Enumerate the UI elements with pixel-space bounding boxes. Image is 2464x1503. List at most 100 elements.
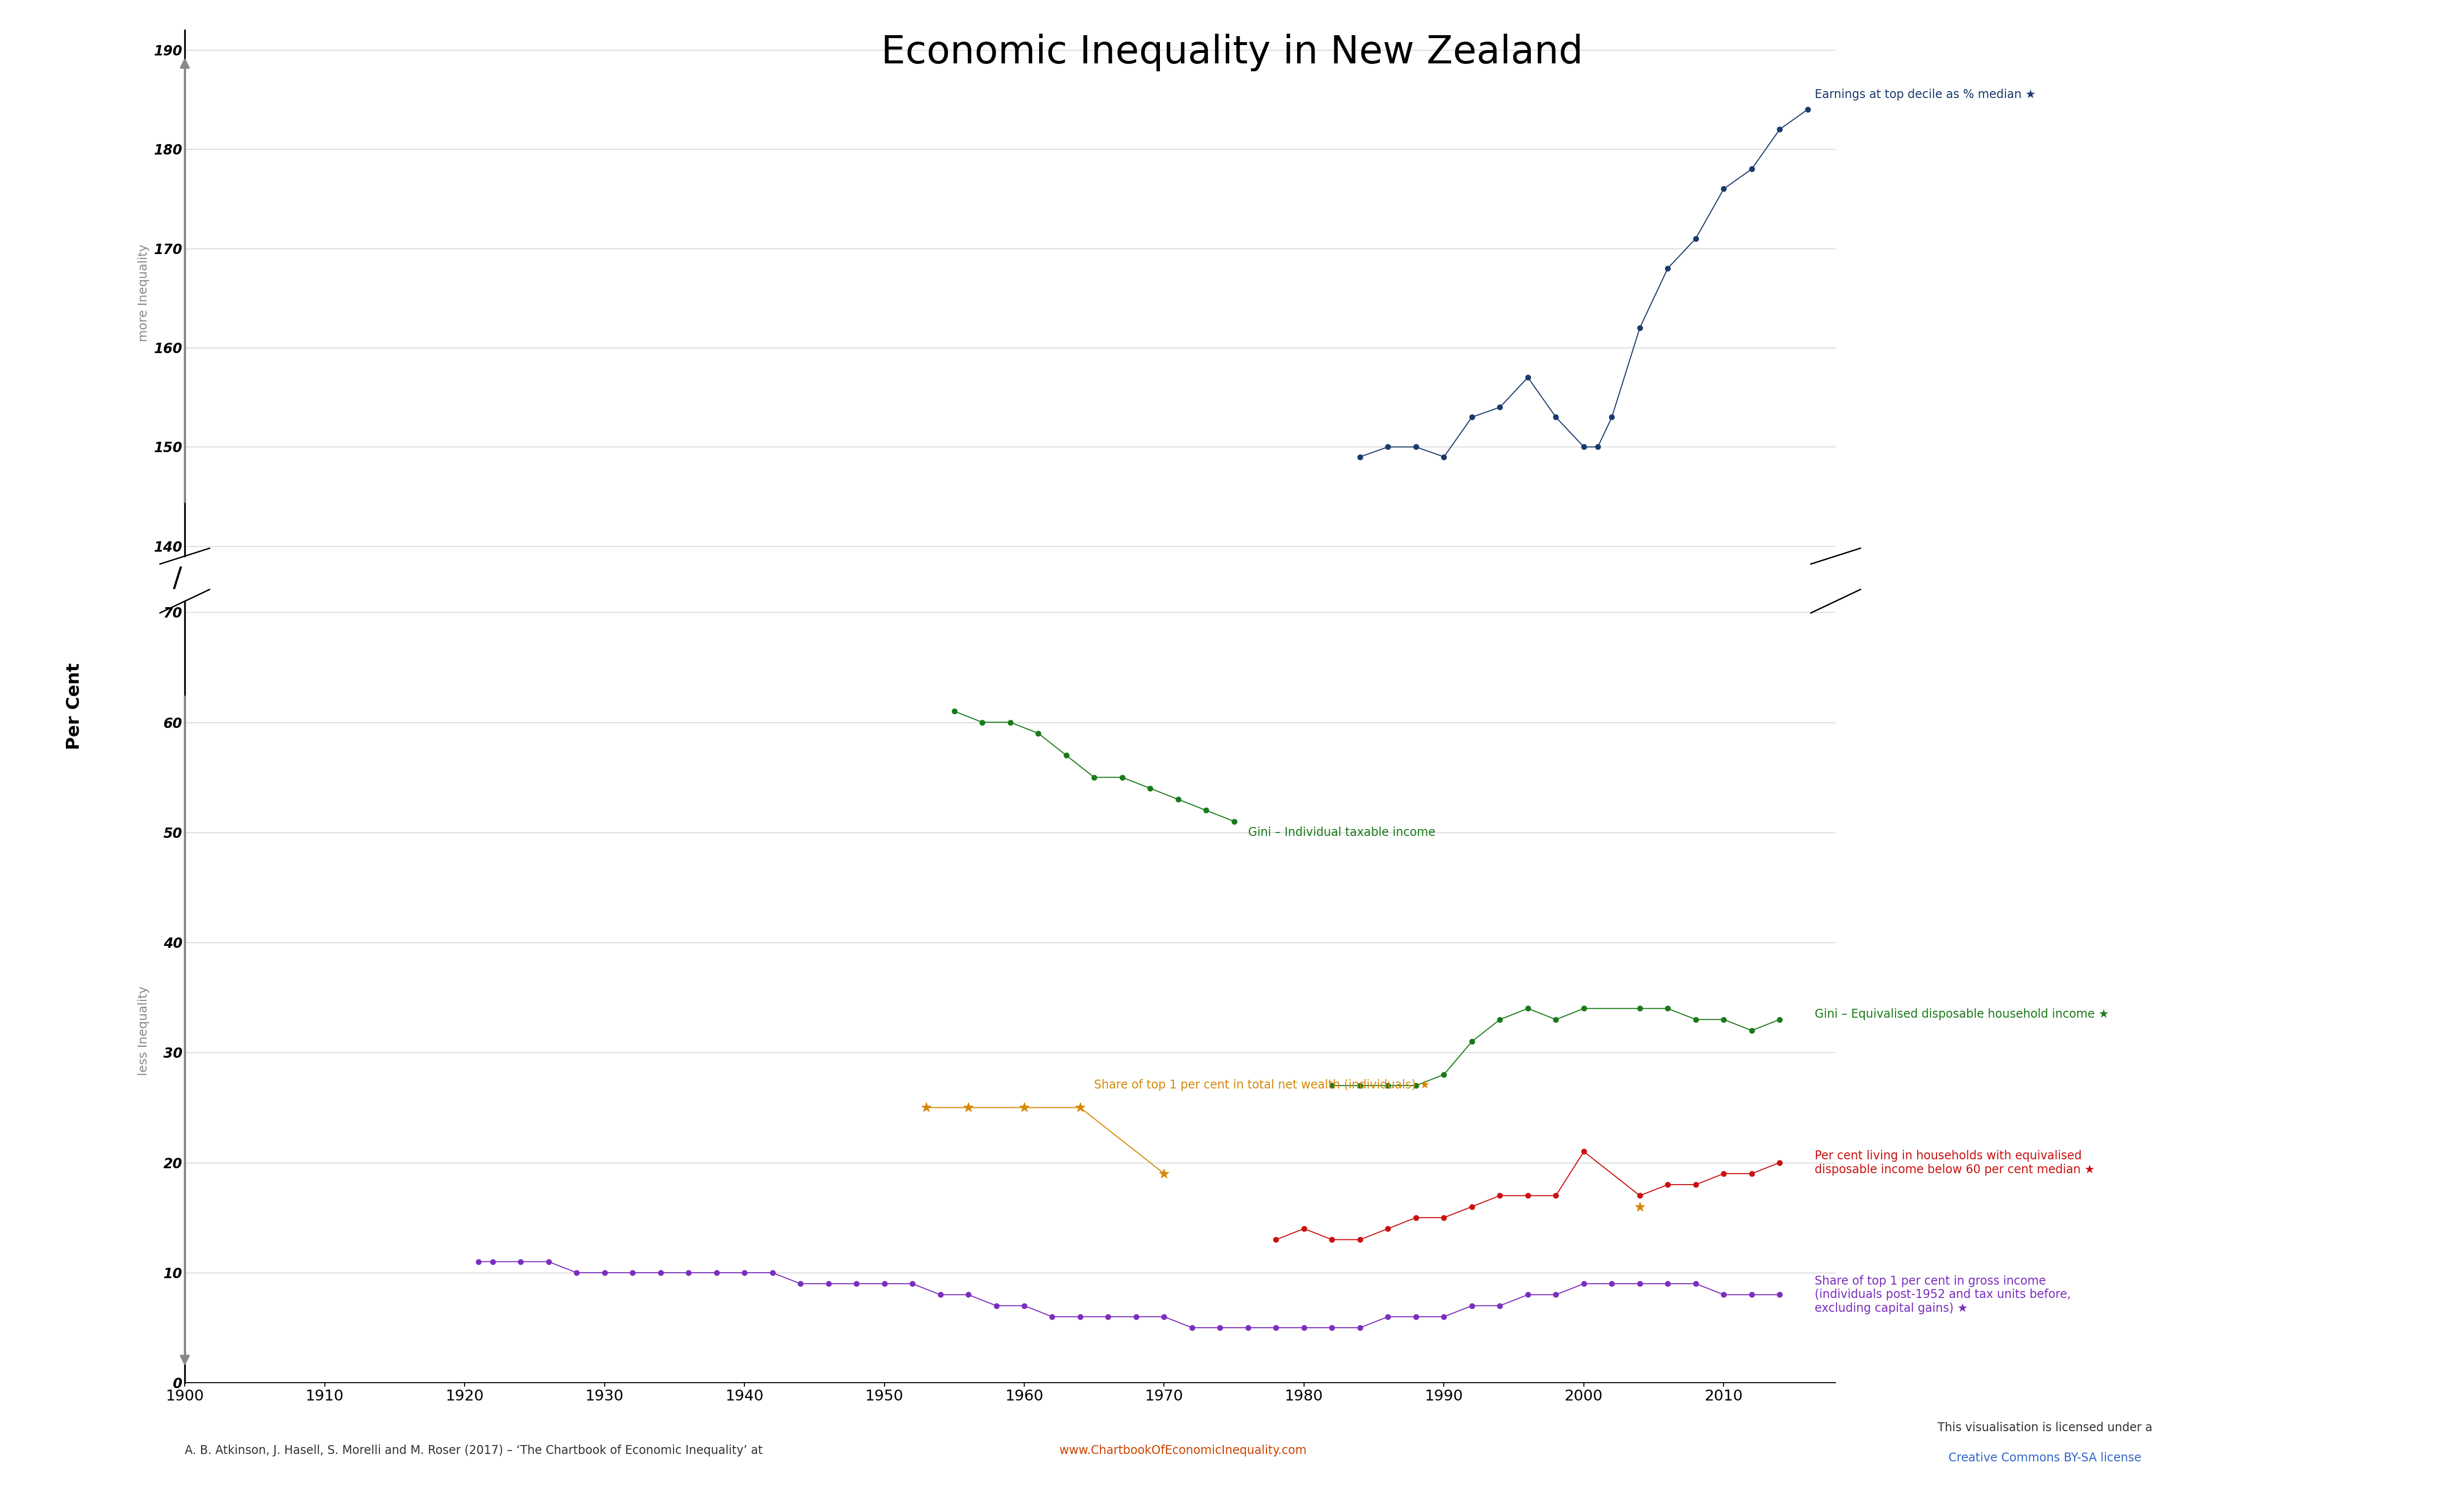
Point [1705,1282,1745,1306]
Point [641,1261,680,1285]
Point [963,711,1003,735]
Point [557,1261,596,1285]
Point [1732,1162,1772,1186]
Point [1481,1183,1520,1207]
Point [1451,1294,1491,1318]
Point [1313,1228,1353,1252]
Point [1759,117,1799,141]
Point [1621,996,1661,1021]
Point [1535,1282,1574,1306]
Point [1060,1096,1099,1120]
Text: Share of top 1 per cent in gross income
(individuals post-1952 and tax units bef: Share of top 1 per cent in gross income … [1814,1275,2070,1315]
Text: Per cent living in households with equivalised
disposable income below 60 per ce: Per cent living in households with equiv… [1814,1150,2094,1175]
Point [1313,1073,1353,1097]
Point [1089,1305,1129,1329]
Point [584,1261,623,1285]
Point [1592,406,1631,430]
Point [668,1261,707,1285]
Point [1397,1305,1437,1329]
Point [1759,1282,1799,1306]
Point [473,1249,513,1273]
Point [614,1261,653,1285]
Point [1648,996,1688,1021]
Point [458,1249,498,1273]
Text: Creative Commons BY-SA license: Creative Commons BY-SA license [1949,1452,2141,1464]
Point [1158,788,1198,812]
Point [949,1282,988,1306]
Point [1759,1151,1799,1175]
Point [949,1096,988,1120]
Text: Earnings at top decile as % median ★: Earnings at top decile as % median ★ [1814,89,2035,101]
Text: www.ChartbookOfEconomicInequality.com: www.ChartbookOfEconomicInequality.com [1060,1444,1306,1456]
Point [1565,1139,1604,1163]
Text: This visualisation is licensed under a: This visualisation is licensed under a [1937,1422,2154,1434]
Point [892,1272,931,1296]
Point [1116,1305,1156,1329]
Text: Gini – Equivalised disposable household income ★: Gini – Equivalised disposable household … [1814,1009,2109,1021]
Point [1368,434,1407,458]
Point [1131,777,1170,801]
Point [1368,1216,1407,1240]
Point [1648,256,1688,280]
Point [1535,1007,1574,1031]
Point [1621,316,1661,340]
Point [1648,1172,1688,1196]
Point [1284,1315,1323,1339]
Point [1577,434,1616,458]
Point [1397,1073,1437,1097]
Point [1397,1205,1437,1229]
Point [1508,996,1547,1021]
Point [1705,177,1745,201]
Point [1705,1007,1745,1031]
Point [1732,156,1772,180]
Text: Per Cent: Per Cent [67,663,81,750]
Point [1451,1195,1491,1219]
Point [1451,1030,1491,1054]
Point [1535,1183,1574,1207]
Point [500,1249,540,1273]
Point [1565,996,1604,1021]
Point [1621,1183,1661,1207]
Point [1397,434,1437,458]
Point [752,1261,791,1285]
Point [1676,1007,1715,1031]
Point [1592,1272,1631,1296]
Point [1676,1272,1715,1296]
Point [1005,1096,1045,1120]
Point [1018,721,1057,745]
Text: /: / [172,565,182,592]
Point [1257,1228,1296,1252]
Point [781,1272,821,1296]
Point [922,1282,961,1306]
Point [1047,744,1087,768]
Point [1368,1073,1407,1097]
Point [1424,445,1464,469]
Text: Gini – Individual taxable income: Gini – Individual taxable income [1249,827,1437,839]
Point [1368,1305,1407,1329]
Point [838,1272,877,1296]
Point [1732,1282,1772,1306]
Point [1508,365,1547,389]
Point [1313,1315,1353,1339]
Text: A. B. Atkinson, J. Hasell, S. Morelli and M. Roser (2017) – ‘The Chartbook of Ec: A. B. Atkinson, J. Hasell, S. Morelli an… [185,1444,766,1456]
Point [1060,1305,1099,1329]
Point [1230,1315,1269,1339]
Text: more Inequality: more Inequality [138,245,150,341]
Point [1789,98,1828,122]
Text: less Inequality: less Inequality [138,986,150,1076]
Point [1424,1305,1464,1329]
Point [1032,1305,1072,1329]
Point [808,1272,848,1296]
Point [1173,1315,1212,1339]
Point [1648,1272,1688,1296]
Point [1340,1073,1380,1097]
Point [976,1294,1015,1318]
Point [1676,1172,1715,1196]
Point [1676,227,1715,251]
Text: Share of top 1 per cent in total net wealth (individuals) ★: Share of top 1 per cent in total net wea… [1094,1079,1429,1091]
Point [1759,1007,1799,1031]
Point [1424,1205,1464,1229]
Point [1508,1282,1547,1306]
Point [1565,1272,1604,1296]
Point [1257,1315,1296,1339]
